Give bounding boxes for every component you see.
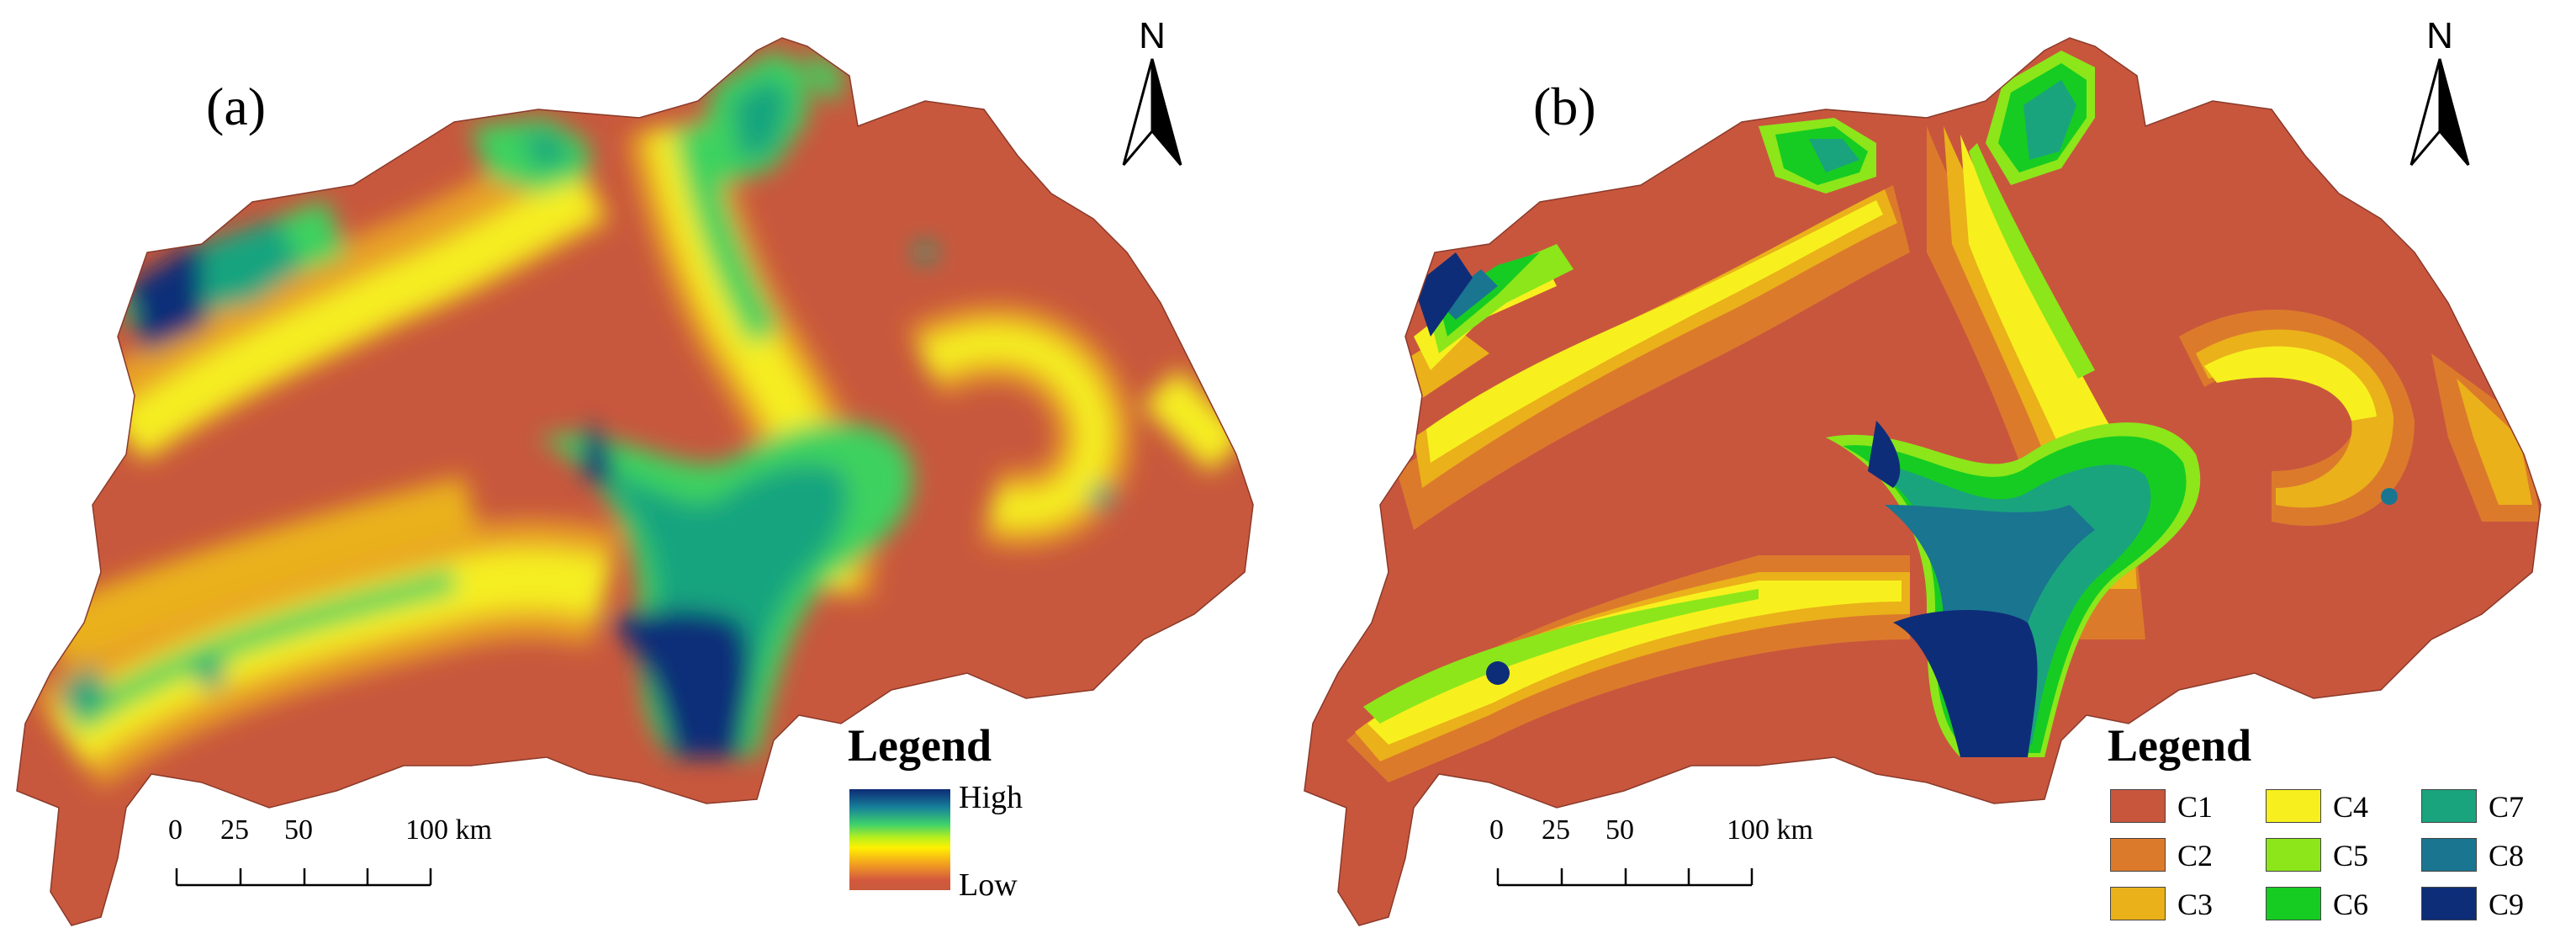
legend-class-label: C8: [2489, 839, 2525, 872]
legend-class-item: C2: [2110, 838, 2278, 873]
legend-class-item: C7: [2421, 789, 2576, 825]
legend-class-item: C6: [2266, 887, 2434, 922]
scale-tick-label: 25: [1542, 814, 1570, 846]
scale-tick-label: 25: [220, 814, 249, 846]
legend-title: Legend: [848, 720, 992, 771]
legend-class-label: C5: [2333, 839, 2369, 872]
legend-class-label: C7: [2489, 790, 2525, 824]
north-letter: N: [1139, 15, 1166, 56]
legend-swatch: [2421, 838, 2477, 872]
legend-class-item: C3: [2110, 887, 2278, 922]
gradient-legend-bar: [849, 789, 950, 890]
scale-tick-label: 50: [1605, 814, 1634, 846]
legend-high-label: High: [959, 780, 1023, 815]
north-arrow-icon: N: [1093, 15, 1211, 175]
legend-class-label: C6: [2333, 888, 2369, 921]
legend-swatch: [2421, 789, 2477, 823]
panel-b-label: (b): [1533, 77, 1596, 136]
legend-swatch: [2266, 887, 2321, 920]
scale-bar: 0 25 50 100 km: [168, 814, 505, 890]
legend-class-label: C9: [2489, 888, 2525, 921]
legend-swatch: [2110, 789, 2166, 823]
legend-class-label: C4: [2333, 790, 2369, 824]
scale-tick-label: 50: [284, 814, 313, 846]
legend-swatch: [2110, 838, 2166, 872]
suitability-map-continuous: [16, 37, 1254, 926]
scale-tick-label: 100 km: [1727, 814, 1813, 846]
scale-bar: 0 25 50 100 km: [1489, 814, 1826, 890]
legend-class-item: C9: [2421, 887, 2576, 922]
legend-swatch: [2110, 887, 2166, 920]
map-panel-a: (a) N Legend High Low 0 25 50 100 km: [16, 15, 1254, 926]
panel-a-label: (a): [206, 77, 267, 136]
scale-tick-label: 0: [1489, 814, 1504, 846]
map-panel-b: (b) N Legend C1 C2 C3 C4 C5 C6 C7 C8 C9 0 25 50 …: [1288, 0, 2576, 944]
legend-class-label: C3: [2177, 888, 2214, 921]
legend-class-item: C1: [2110, 789, 2278, 825]
legend-class-item: C8: [2421, 838, 2576, 873]
legend-class-item: C4: [2266, 789, 2434, 825]
class-legend: C1 C2 C3 C4 C5 C6 C7 C8 C9: [2110, 789, 2564, 941]
scale-tick-label: 0: [168, 814, 182, 846]
legend-class-item: C5: [2266, 838, 2434, 873]
legend-swatch: [2421, 887, 2477, 920]
legend-class-label: C2: [2177, 839, 2214, 872]
north-arrow-icon: N: [2381, 15, 2499, 175]
north-letter: N: [2426, 15, 2453, 56]
legend-swatch: [2266, 838, 2321, 872]
legend-title: Legend: [2108, 720, 2252, 771]
scale-tick-label: 100 km: [405, 814, 492, 846]
legend-class-label: C1: [2177, 790, 2214, 824]
legend-swatch: [2266, 789, 2321, 823]
legend-low-label: Low: [959, 867, 1018, 903]
suitability-map-classified: [1304, 37, 2542, 926]
